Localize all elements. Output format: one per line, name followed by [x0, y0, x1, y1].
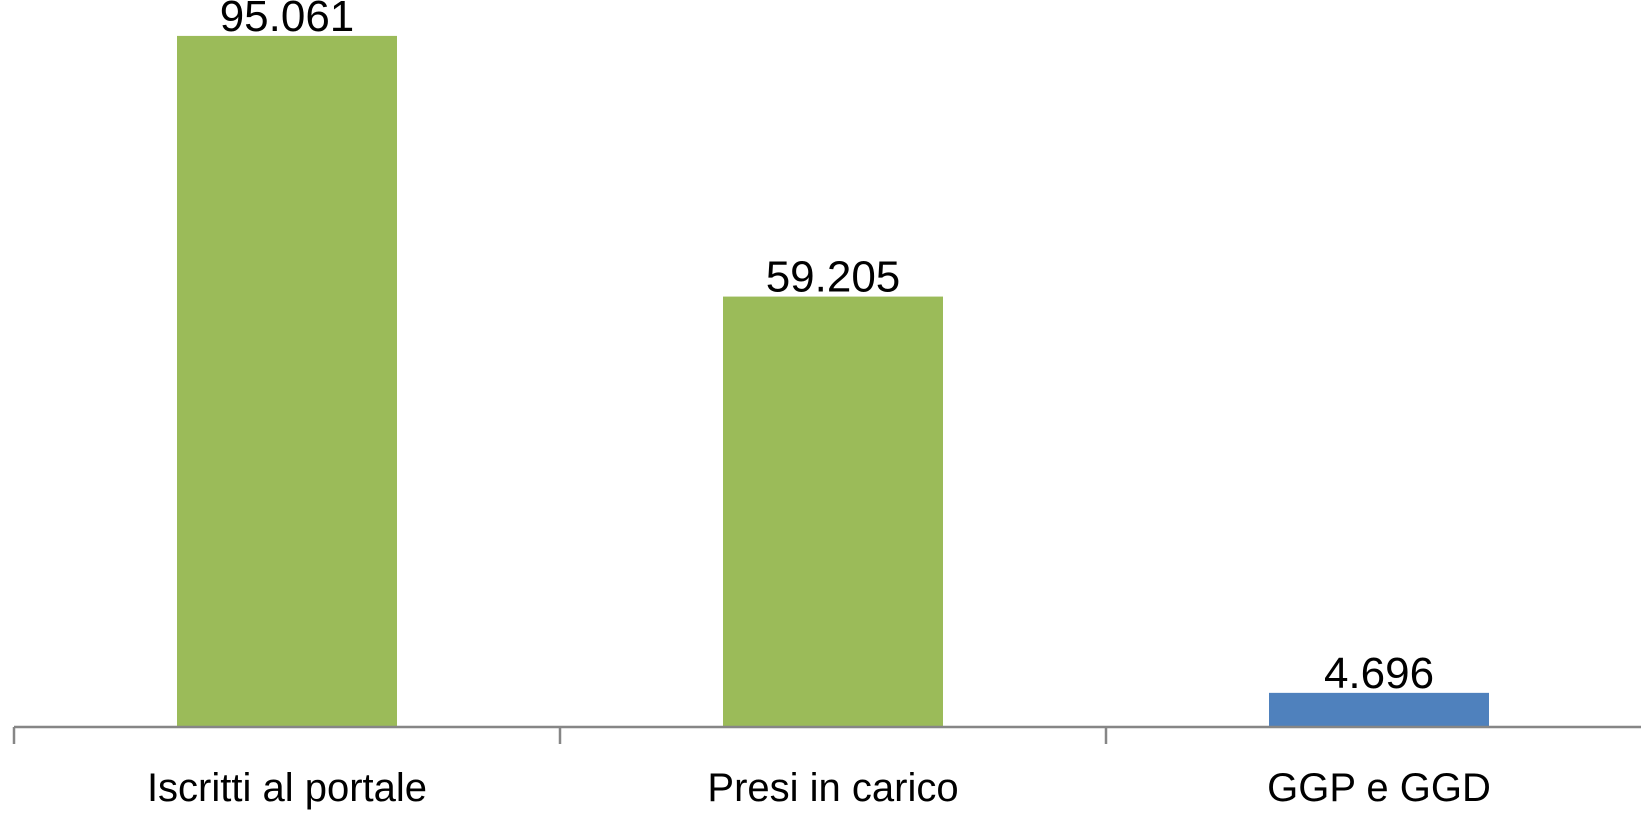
data-label-2: 59.205 [766, 253, 901, 302]
bar-3 [1269, 692, 1489, 727]
bar-2 [723, 296, 943, 727]
x-tick-label-2: Presi in carico [707, 766, 958, 810]
x-tick-label-3: GGP e GGD [1267, 766, 1491, 810]
data-label-1: 95.061 [220, 0, 355, 41]
bar-1 [177, 35, 397, 727]
data-label-3: 4.696 [1324, 649, 1434, 698]
x-tick-label-1: Iscritti al portale [147, 766, 427, 810]
